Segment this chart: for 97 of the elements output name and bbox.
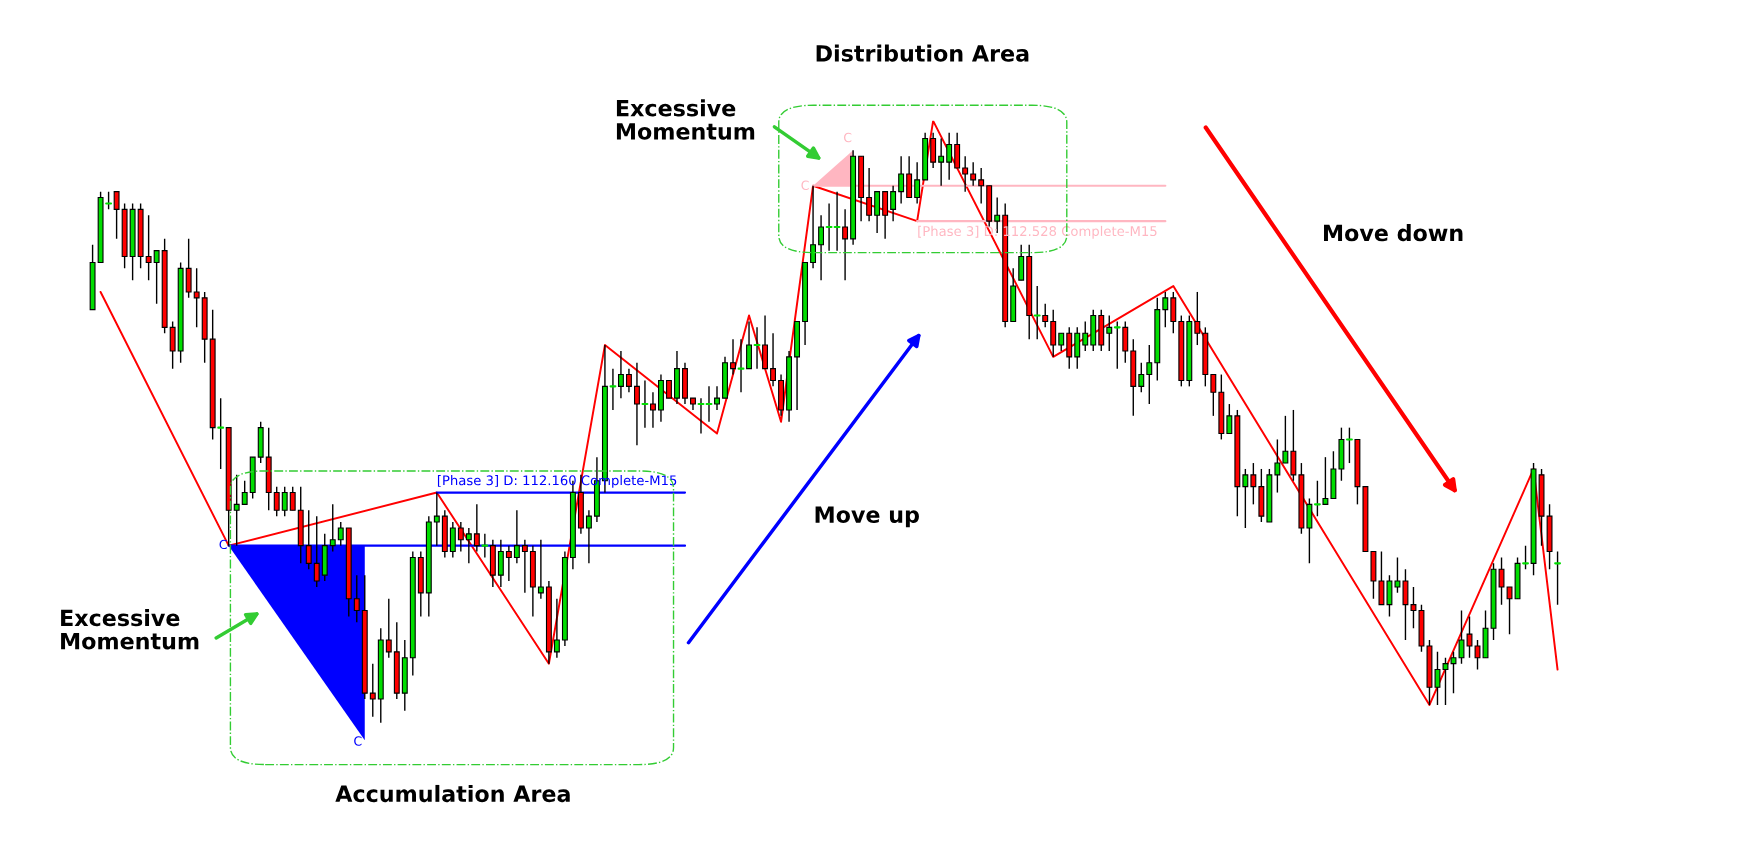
candlestick xyxy=(641,379,649,429)
candlestick xyxy=(962,155,969,193)
candlestick xyxy=(1138,362,1145,393)
candlestick xyxy=(753,326,761,370)
annotation: Excessive Momentum xyxy=(61,609,199,650)
candlestick xyxy=(313,515,320,588)
candlestick xyxy=(1250,462,1257,506)
candlestick xyxy=(1242,468,1249,529)
candlestick xyxy=(473,503,480,553)
candlestick xyxy=(866,167,873,222)
text: Accumulation Area xyxy=(335,784,570,803)
candlestick xyxy=(938,137,945,187)
candlestick xyxy=(305,509,312,570)
candlestick xyxy=(906,155,913,199)
candlestick xyxy=(1170,291,1177,334)
candlestick xyxy=(650,391,656,429)
candlestick xyxy=(457,521,464,553)
candlestick xyxy=(169,320,176,370)
candlestick xyxy=(329,503,336,553)
candlestick xyxy=(1194,291,1201,346)
candlestick xyxy=(193,267,200,329)
candlestick xyxy=(914,161,921,205)
candlestick xyxy=(145,214,152,281)
candlestick xyxy=(898,155,905,205)
candlestick xyxy=(625,367,632,393)
candlestick xyxy=(449,521,456,559)
candlestick xyxy=(890,185,897,222)
candlestick xyxy=(537,539,544,600)
annotation: Move up xyxy=(815,506,919,528)
candlestick xyxy=(1306,497,1313,565)
candlestick xyxy=(1066,326,1073,370)
text: Distribution Area xyxy=(816,44,1029,62)
candlestick xyxy=(353,574,360,624)
candlestick xyxy=(1146,344,1153,405)
candlestick xyxy=(505,544,512,582)
candlestick xyxy=(946,131,953,181)
candlestick xyxy=(1122,320,1129,364)
annotation: C xyxy=(219,539,227,550)
annotation: C xyxy=(801,180,809,190)
candlestick xyxy=(1162,291,1169,329)
candlestick xyxy=(113,190,120,240)
candlestick xyxy=(497,539,504,588)
candlestick xyxy=(433,491,440,547)
candlestick xyxy=(970,161,977,187)
candlestick xyxy=(1018,244,1025,281)
candlestick xyxy=(1290,409,1297,482)
candlestick xyxy=(954,131,961,169)
candlestick xyxy=(818,214,825,281)
candlestick xyxy=(737,338,745,393)
candlestick xyxy=(810,185,817,270)
candlestick xyxy=(273,485,280,517)
candlestick xyxy=(705,385,713,423)
candlestick xyxy=(465,527,472,565)
candlestick xyxy=(714,385,720,411)
candlestick xyxy=(730,338,736,376)
candlestick xyxy=(1274,438,1281,494)
candlestick xyxy=(521,539,528,594)
annotation: Excessive Momentum xyxy=(616,99,755,140)
candlestick xyxy=(746,320,752,370)
annotation: C xyxy=(843,132,852,143)
candlestick xyxy=(978,167,985,205)
candlestick xyxy=(1226,403,1233,435)
candlestick xyxy=(882,190,889,240)
candlestick xyxy=(233,474,240,547)
candlestick xyxy=(369,662,376,718)
candlestick xyxy=(553,598,560,659)
candlestick xyxy=(185,238,192,299)
candlestick xyxy=(874,190,881,234)
candlestick xyxy=(385,598,392,659)
text: C xyxy=(354,736,362,746)
candlestick xyxy=(1106,314,1113,352)
candlestick xyxy=(1210,373,1217,417)
candlestick xyxy=(281,485,288,517)
candlestick xyxy=(762,314,768,370)
candlestick xyxy=(617,350,624,399)
candlestick xyxy=(585,509,592,565)
candlestick xyxy=(633,362,640,447)
candlestick xyxy=(1554,550,1561,606)
candlestick xyxy=(609,367,617,411)
candlestick xyxy=(513,509,520,565)
candlestick xyxy=(1378,550,1385,606)
candlestick xyxy=(1082,320,1089,352)
annotation: Move down xyxy=(1324,224,1463,242)
candlestick xyxy=(833,190,841,252)
candlestick xyxy=(289,485,296,511)
candlestick xyxy=(1282,415,1289,464)
candlestick xyxy=(825,202,833,252)
candlestick xyxy=(241,480,248,506)
candlestick xyxy=(930,131,937,169)
candlestick xyxy=(337,521,344,547)
candlestick xyxy=(770,332,776,388)
candlestick xyxy=(697,397,705,435)
candlestick xyxy=(1042,303,1049,329)
candlestick xyxy=(153,249,160,305)
candlestick xyxy=(842,208,849,281)
candlestick xyxy=(1074,326,1081,370)
candlestick xyxy=(1050,308,1057,358)
